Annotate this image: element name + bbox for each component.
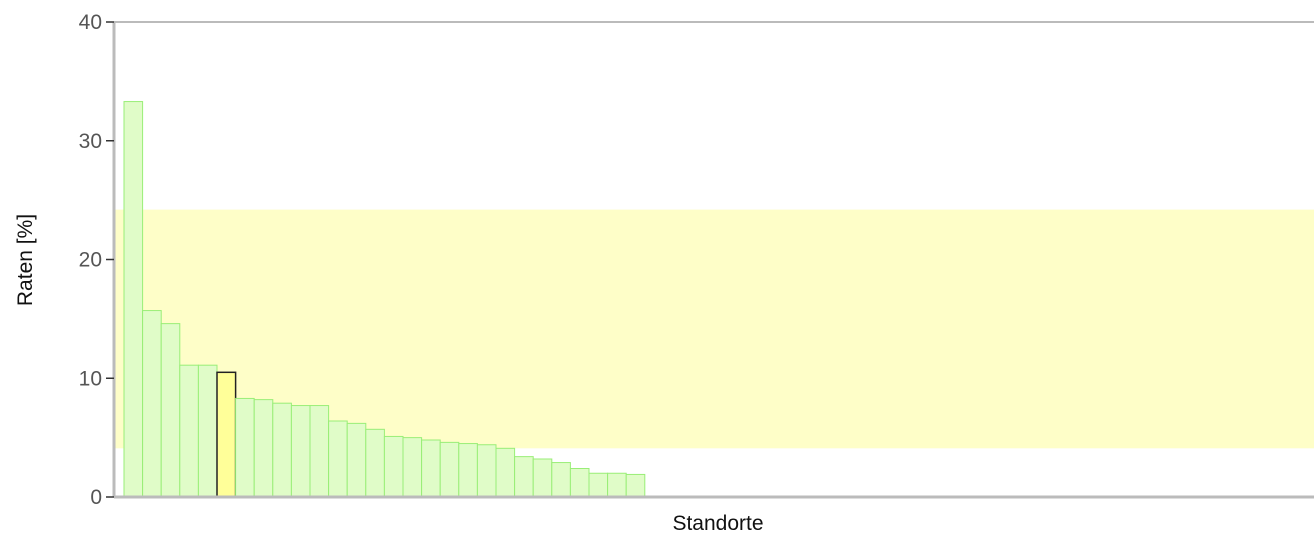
y-tick-label: 40 [79,11,102,34]
bar [142,310,162,498]
bars-group [123,101,646,498]
bar [458,443,478,498]
bar [235,397,255,498]
bar [514,456,534,498]
bar [253,399,274,498]
bar [309,405,330,498]
bar-highlighted [216,371,237,498]
bar [476,444,497,498]
y-tick-label: 0 [90,486,102,509]
bar [365,428,385,498]
bar [588,472,609,498]
bar [402,437,423,498]
bar [328,420,348,498]
y-tick-label: 20 [79,249,102,272]
y-ticks-group: 0 10 20 30 40 [79,11,114,509]
y-tick-label: 10 [79,367,102,390]
bar [532,458,553,498]
bar [551,462,571,498]
bar [346,422,367,498]
bar [421,439,441,498]
bar [197,364,218,498]
bar [439,441,460,498]
bar [290,405,311,498]
bar [179,364,199,498]
bar [569,468,590,498]
bar [272,402,292,498]
bar [625,473,646,498]
y-axis-title: Raten [%] [14,214,37,306]
bar [160,323,181,498]
y-tick-label: 30 [79,130,102,153]
x-axis-title: Standorte [672,512,763,534]
bar [607,472,627,498]
bar [123,101,144,498]
bar [383,435,404,498]
bar [495,447,516,498]
